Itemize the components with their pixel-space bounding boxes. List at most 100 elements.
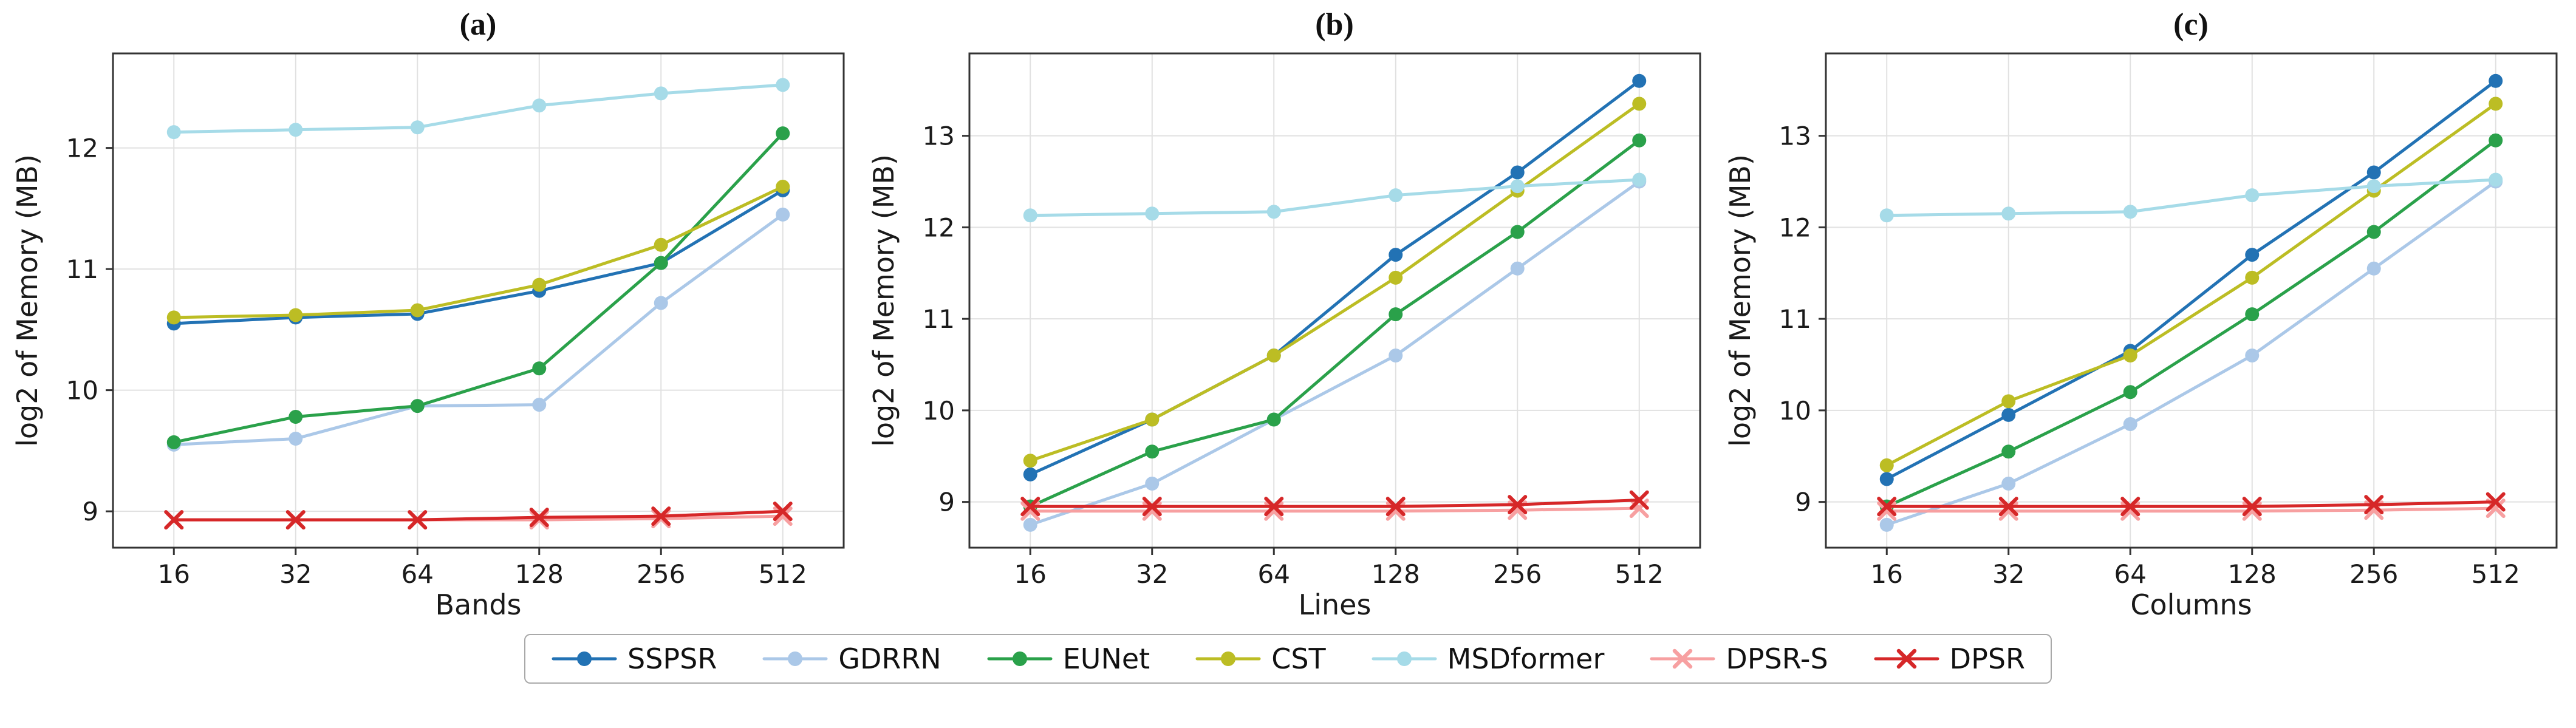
y-tick-label: 10	[922, 396, 954, 426]
data-point-marker	[654, 256, 668, 270]
legend-item-sspsr: SSPSR	[551, 642, 717, 675]
data-point-marker	[2001, 394, 2015, 409]
data-point-marker	[1879, 472, 1894, 486]
series-line	[1028, 498, 1641, 508]
y-tick-label: 10	[66, 376, 98, 406]
x-marker	[1896, 648, 1916, 669]
y-tick-label: 10	[1778, 396, 1811, 426]
series-line	[1885, 500, 2497, 508]
panel-title-a: (a)	[459, 7, 497, 42]
series-EUNet	[1023, 133, 1646, 514]
y-tick-label: 9	[938, 488, 955, 517]
data-point-marker	[1144, 206, 1159, 221]
series-line	[172, 213, 784, 446]
data-point-marker	[2001, 407, 2015, 422]
x-tick-label: 64	[2114, 559, 2146, 589]
data-point-marker	[1388, 270, 1402, 285]
legend-label: EUNet	[1062, 642, 1150, 675]
x-tick-label: 16	[157, 559, 190, 589]
legend-marker-icon	[1874, 648, 1939, 669]
y-tick-label: 11	[1778, 304, 1811, 334]
legend: SSPSR GDRRN EUNet CST MSDformer DPSR-S DPSR	[524, 634, 2052, 684]
data-point-marker	[1023, 454, 1037, 468]
y-tick-label: 9	[82, 497, 98, 526]
data-point-marker	[2123, 205, 2137, 219]
series-line	[1028, 506, 1641, 513]
x-tick-label: 128	[514, 559, 563, 589]
x-tick-label: 512	[758, 559, 807, 589]
legend-marker-icon	[987, 651, 1053, 666]
x-tick-label: 128	[1371, 559, 1420, 589]
data-point-marker	[288, 410, 302, 424]
data-point-marker	[654, 296, 668, 310]
x-marker	[1876, 497, 1896, 517]
x-tick-label: 16	[1870, 559, 1902, 589]
data-point-marker	[1388, 248, 1402, 262]
legend-marker-icon	[552, 651, 617, 666]
series-GDRRN	[166, 207, 790, 452]
data-point-marker	[531, 398, 546, 412]
series-line	[1028, 102, 1641, 463]
x-marker	[1142, 497, 1162, 517]
series-line	[172, 509, 784, 522]
data-point-marker	[1388, 307, 1402, 322]
data-point-marker	[166, 125, 181, 140]
axes: 16 32 64 128 256 512 9 10 11 12 13	[1778, 121, 2520, 589]
data-point-marker	[288, 431, 302, 446]
data-point-marker	[2366, 261, 2381, 276]
legend-marker-icon	[1372, 651, 1437, 666]
data-point-marker	[410, 303, 425, 318]
legend-item-dpsr-s: DPSR-S	[1649, 642, 1828, 675]
data-point-marker	[2244, 307, 2259, 322]
x-marker	[773, 502, 793, 522]
axes: 16 32 64 128 256 512 9 10 11 12	[66, 134, 807, 589]
data-point-marker	[2488, 133, 2503, 148]
data-point-marker	[531, 277, 546, 292]
x-marker	[1020, 497, 1040, 517]
data-point-marker	[1510, 225, 1525, 239]
y-tick-label: 11	[922, 304, 954, 334]
data-point-marker	[1879, 208, 1894, 223]
series-DPSR	[1020, 490, 1649, 517]
y-tick-label: 9	[1795, 488, 1811, 517]
series-EUNet	[166, 126, 790, 449]
plot-border	[112, 52, 844, 549]
x-marker	[2120, 497, 2140, 517]
series-line	[1028, 180, 1641, 526]
series-line	[1885, 102, 2497, 467]
panel-title-b: (b)	[1315, 7, 1354, 42]
x-marker	[2242, 497, 2262, 517]
series-GDRRN	[1023, 174, 1646, 532]
series-line	[1028, 138, 1641, 508]
data-point-marker	[1144, 444, 1159, 459]
data-point-marker	[2123, 385, 2137, 400]
series-SSPSR	[1023, 73, 1646, 481]
x-tick-label: 32	[1136, 559, 1168, 589]
series-line	[1885, 138, 2497, 508]
data-point-marker	[1879, 517, 1894, 532]
y-tick-label: 12	[1778, 213, 1811, 242]
series-line	[1028, 178, 1641, 217]
x-tick-label: 16	[1014, 559, 1046, 589]
data-point-marker	[1388, 348, 1402, 362]
y-tick-label: 12	[66, 134, 98, 163]
data-point-marker	[1879, 458, 1894, 472]
data-point-marker	[1023, 517, 1037, 532]
series-DPSR	[1876, 492, 2506, 517]
legend-label: GDRRN	[838, 642, 941, 675]
data-point-marker	[775, 126, 790, 141]
data-point-marker	[775, 207, 790, 222]
line-chart-c: 16 32 64 128 256 512 9 10 11 12 13 Columns log2 of M…	[1724, 52, 2557, 621]
data-point-marker	[775, 179, 790, 194]
x-marker	[285, 510, 306, 530]
x-tick-label: 32	[1992, 559, 2024, 589]
series-line	[172, 132, 784, 444]
x-tick-label: 256	[1493, 559, 1542, 589]
data-point-marker	[288, 123, 302, 137]
series-line	[172, 185, 784, 319]
legend-label: CST	[1271, 642, 1326, 675]
legend-marker-icon	[762, 651, 828, 666]
data-point-marker	[1144, 412, 1159, 427]
x-tick-label: 512	[2471, 559, 2520, 589]
plot-border	[968, 52, 1701, 549]
